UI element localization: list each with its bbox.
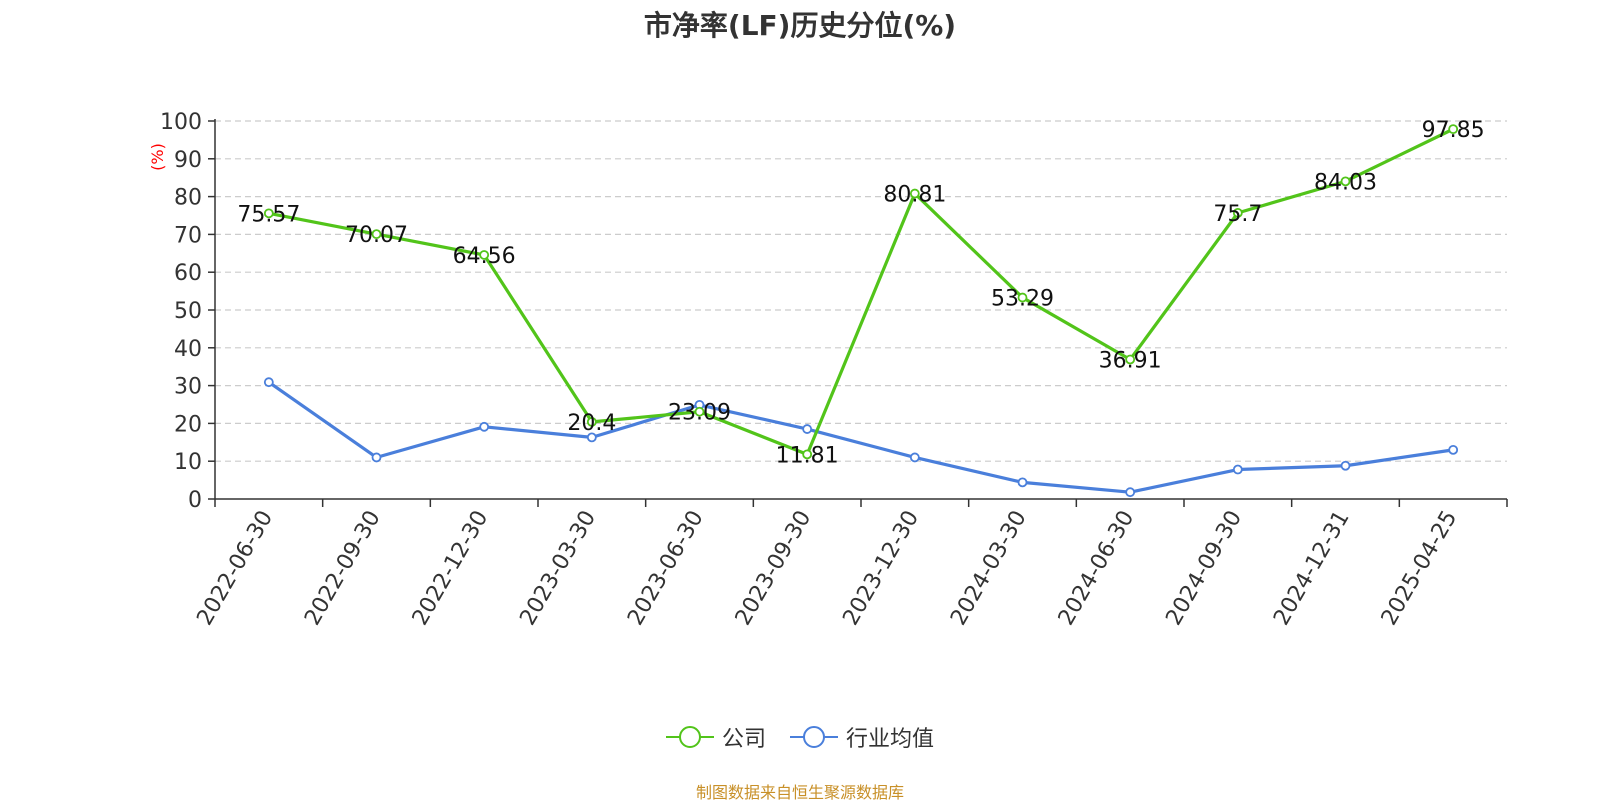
data-point-company <box>1017 292 1028 303</box>
data-point-industry-average <box>263 377 274 388</box>
data-label-company: 75.7 <box>1213 202 1262 227</box>
y-tick-label: 60 <box>174 261 202 286</box>
y-tick-label: 20 <box>174 412 202 437</box>
x-tick-label: 2023-12-30 <box>838 507 924 630</box>
y-tick-label: 90 <box>174 148 202 173</box>
data-point-company <box>479 250 490 260</box>
x-tick-label: 2024-03-30 <box>946 507 1032 630</box>
x-tick-label: 2023-03-30 <box>515 507 601 630</box>
x-tick-label: 2024-09-30 <box>1161 507 1247 630</box>
data-label-company: 75.57 <box>237 202 300 227</box>
legend-item-company[interactable]: 公司 <box>665 721 766 753</box>
data-point-company <box>909 188 920 199</box>
data-label-company: 84.03 <box>1314 170 1377 195</box>
data-point-industry-average <box>909 452 920 463</box>
legend-item-industry-average[interactable]: 行业均值 <box>790 721 934 753</box>
y-axis-label: (%) <box>148 143 167 171</box>
source-note: 制图数据来自恒生聚源数据库 <box>695 783 904 802</box>
data-label-company: 97.85 <box>1422 118 1485 143</box>
data-point-company <box>694 406 705 417</box>
data-point-industry-average <box>1232 464 1243 475</box>
axes: 0 10 20 30 40 50 60 70 80 90 100 (%) 2022-06-30 2022-… <box>148 110 1508 630</box>
data-point-industry-average <box>1125 487 1136 498</box>
x-tick-label: 2023-09-30 <box>731 507 817 630</box>
legend-marker-industry-icon <box>790 726 838 748</box>
x-tick-label: 2025-04-25 <box>1377 507 1463 630</box>
legend: 公司 行业均值 <box>0 720 1600 754</box>
data-label-company: 53.29 <box>991 287 1054 312</box>
y-tick-label: 50 <box>174 299 202 324</box>
data-point-company <box>371 229 382 240</box>
y-tick-label: 30 <box>174 375 202 400</box>
data-label-company: 36.91 <box>1099 348 1162 373</box>
chart-title: 市净率(LF)历史分位(%) <box>643 9 957 42</box>
data-point-company <box>1125 354 1136 365</box>
y-tick-label: 80 <box>174 186 202 211</box>
x-tick-label: 2022-06-30 <box>192 507 278 630</box>
data-point-company <box>1340 176 1351 187</box>
data-point-industry-average <box>371 452 382 463</box>
data-label-company: 64.56 <box>453 244 516 269</box>
data-label-company: 23.09 <box>668 401 731 426</box>
y-tick-label: 40 <box>174 337 202 362</box>
grid-lines <box>215 120 1507 462</box>
data-point-industry-average <box>586 432 597 443</box>
legend-label-industry-average: 行业均值 <box>846 727 935 752</box>
data-labels: 75.57 70.07 64.56 20.4 23.09 11.81 80.81 53.29 3… <box>237 118 1484 468</box>
legend-marker-company-icon <box>665 726 714 748</box>
legend-label-company: 公司 <box>721 727 766 752</box>
series-lines <box>263 124 1459 498</box>
x-tick-label: 2022-09-30 <box>300 507 386 630</box>
data-point-industry-average <box>1017 477 1028 488</box>
x-tick-label: 2024-12-31 <box>1269 507 1355 630</box>
data-label-company: 80.81 <box>883 183 946 208</box>
data-point-company <box>263 208 274 219</box>
data-point-company <box>1448 124 1459 135</box>
y-tick-label: 70 <box>174 223 202 248</box>
y-tick-label: 10 <box>174 450 202 475</box>
data-point-industry-average <box>479 421 490 432</box>
x-tick-label: 2023-06-30 <box>623 507 709 630</box>
data-point-industry-average <box>802 424 813 434</box>
data-point-industry-average <box>1448 444 1459 455</box>
data-point-company <box>586 416 597 427</box>
x-tick-label: 2024-06-30 <box>1054 507 1140 630</box>
y-tick-label: 0 <box>188 488 202 513</box>
data-label-company: 20.4 <box>567 411 616 436</box>
y-tick-label: 100 <box>160 110 202 135</box>
data-label-company: 70.07 <box>345 223 408 248</box>
data-label-company: 11.81 <box>776 443 839 468</box>
data-point-company <box>802 449 813 460</box>
data-point-company <box>1232 207 1243 218</box>
series-line-industry-average <box>267 380 1454 494</box>
x-tick-label: 2022-12-30 <box>408 507 494 630</box>
data-point-industry-average <box>1340 460 1351 471</box>
series-line-company <box>268 127 1454 456</box>
